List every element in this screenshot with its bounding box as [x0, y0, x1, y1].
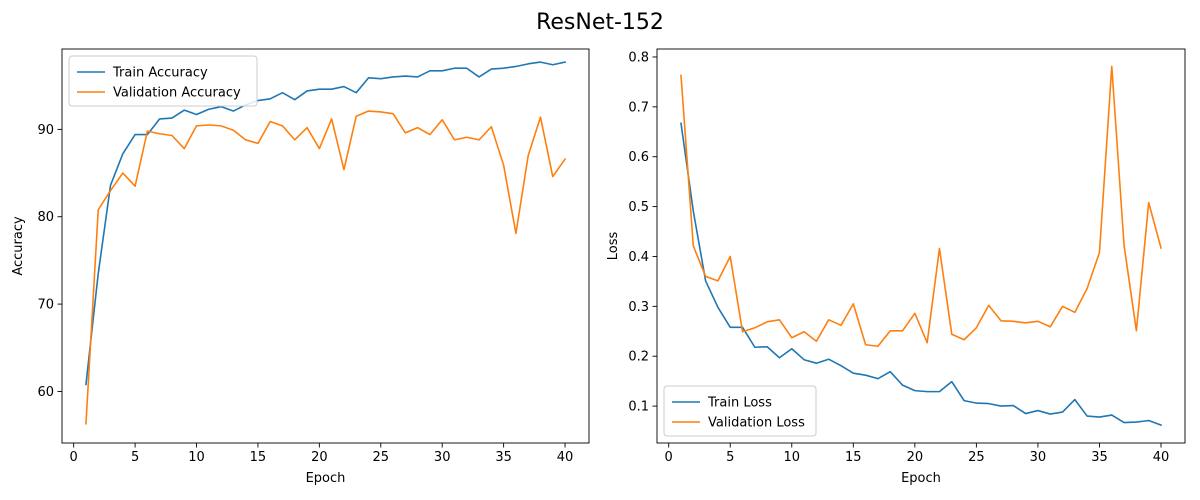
x-tick-label: 20: [907, 450, 924, 465]
legend: Train Accuracy Validation Accuracy: [68, 55, 258, 107]
figure-title: ResNet-152: [536, 10, 664, 35]
y-tick-label: 70: [37, 298, 54, 313]
x-tick-label: 10: [188, 450, 205, 465]
x-tick-label: 0: [70, 450, 78, 465]
x-tick-label: 5: [131, 450, 139, 465]
x-tick-label: 35: [495, 450, 512, 465]
y-tick-label: 0.1: [628, 400, 649, 415]
axes-frame: [61, 48, 590, 444]
x-tick-label: 15: [845, 450, 862, 465]
y-tick-label: 0.7: [628, 100, 649, 115]
y-axis-label: Accuracy: [11, 216, 26, 276]
chart-panel-2: 0 5 10 15 20 25 30 35 40 0.1 0.2 0.3 0.4 0.5 0.6 0.7 0.8…: [606, 48, 1186, 486]
x-tick-label: 25: [968, 450, 985, 465]
legend-box: [68, 55, 258, 107]
axes-frame: [656, 48, 1186, 444]
x-tick-label: 30: [434, 450, 451, 465]
y-tick-label: 0.5: [628, 200, 649, 215]
series-line-train-accuracy: [85, 61, 566, 386]
x-tick-label: 40: [1153, 450, 1170, 465]
legend-entry-label: Train Accuracy: [112, 66, 208, 81]
legend-entry-label: Validation Accuracy: [113, 86, 241, 101]
y-tick-label: 0.8: [628, 50, 649, 65]
x-tick-label: 40: [557, 450, 574, 465]
legend: Train Loss Validation Loss: [663, 385, 817, 437]
series-line-validation-loss: [680, 65, 1162, 348]
y-axis-label: Loss: [606, 232, 621, 261]
y-tick-label: 0.4: [628, 250, 649, 265]
y-tick-label: 80: [37, 210, 54, 225]
x-tick-label: 0: [665, 450, 673, 465]
y-tick-label: 0.2: [628, 350, 649, 365]
legend-entry-label: Validation Loss: [708, 416, 805, 431]
x-tick-label: 15: [250, 450, 267, 465]
y-tick-label: 0.3: [628, 300, 649, 315]
series-line-validation-accuracy: [85, 110, 567, 425]
y-tick-label: 60: [37, 385, 54, 400]
x-tick-label: 5: [726, 450, 734, 465]
legend-box: [663, 385, 817, 437]
y-tick-label: 0.6: [628, 150, 649, 165]
x-tick-label: 25: [373, 450, 390, 465]
legend-entry-label: Train Loss: [707, 396, 772, 411]
x-tick-label: 10: [783, 450, 800, 465]
x-axis-label: Epoch: [306, 471, 346, 486]
x-tick-label: 35: [1091, 450, 1108, 465]
x-tick-label: 20: [311, 450, 328, 465]
x-tick-label: 30: [1030, 450, 1047, 465]
y-tick-label: 90: [37, 123, 54, 138]
chart-panel-1: 0 5 10 15 20 25 30 35 40 60 70 80 90 Epoch Accuracy Tra…: [11, 48, 590, 486]
x-axis-label: Epoch: [901, 471, 941, 486]
series-line-train-loss: [680, 122, 1163, 427]
